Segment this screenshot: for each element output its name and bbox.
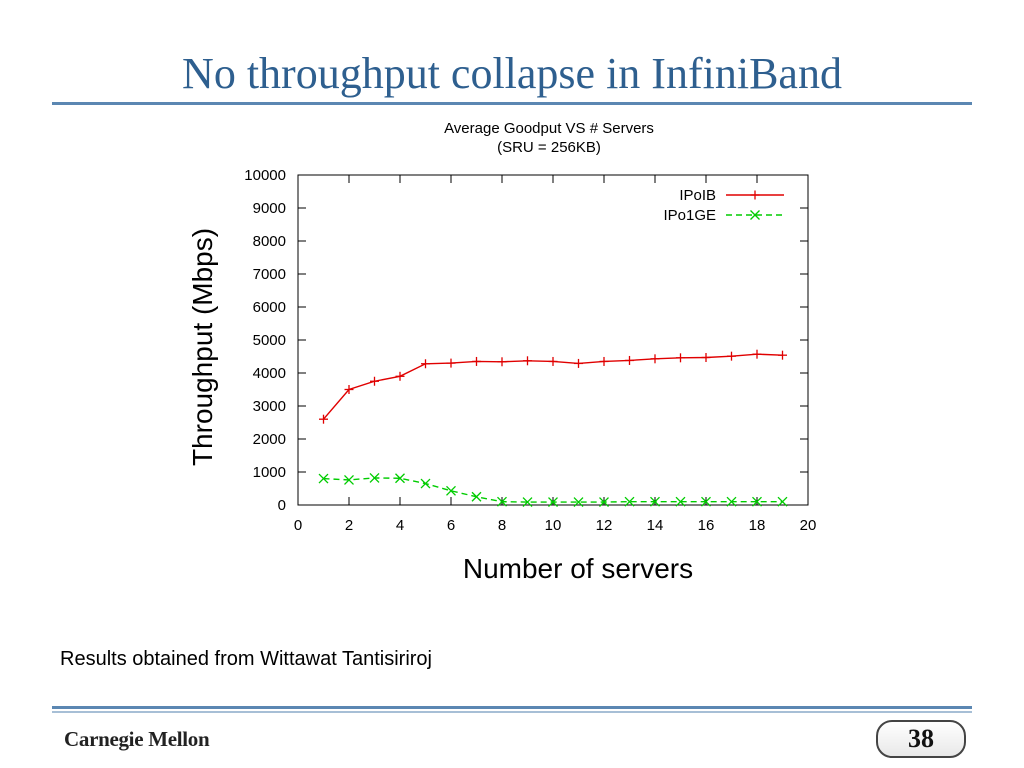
data-point-ipo1ge [395,473,405,484]
x-tick-label: 6 [447,517,455,534]
y-tick-label: 2000 [253,431,286,448]
data-point-ipoib [778,350,787,360]
throughput-chart: Average Goodput VS # Servers (SRU = 256K… [187,120,817,584]
x-tick-label: 12 [596,517,613,534]
data-point-ipoib [650,354,660,364]
x-tick-label: 10 [545,517,562,534]
data-point-ipoib [752,349,762,359]
data-point-ipoib [548,356,558,366]
data-point-ipoib [727,351,736,361]
data-point-ipo1ge [548,497,558,507]
x-tick-label: 14 [647,517,664,534]
chart-subtitle: (SRU = 256KB) [497,139,601,156]
data-point-ipoib [625,355,634,365]
footer-divider [52,706,972,709]
data-point-ipo1ge [701,496,711,507]
y-tick-label: 4000 [253,365,286,382]
marker-stroke [369,472,380,483]
y-tick-label: 3000 [253,398,286,415]
data-point-ipo1ge [497,496,507,507]
data-point-ipo1ge [777,496,788,507]
data-point-ipo1ge [752,496,762,507]
marker-stroke [650,496,660,507]
data-point-ipo1ge [369,472,380,483]
legend-label-ipo1ge: IPo1GE [663,207,716,224]
legend-marker-ipoib [750,190,760,200]
data-point-ipoib [319,414,328,424]
data-point-ipoib [472,356,481,366]
data-point-ipo1ge [344,474,354,485]
results-caption: Results obtained from Wittawat Tantisiri… [60,648,432,670]
x-tick-label: 16 [698,517,715,534]
data-point-ipoib [395,371,405,381]
x-tick-label: 8 [498,517,506,534]
x-tick-label: 4 [396,517,404,534]
y-tick-label: 7000 [253,266,286,283]
slide-title: No throughput collapse in InfiniBand [182,49,842,98]
data-point-ipoib [676,353,685,363]
marker-stroke [344,474,354,485]
data-point-ipoib [421,359,430,369]
data-point-ipoib [599,356,609,366]
chart-title: Average Goodput VS # Servers [444,120,654,137]
plot-frame [297,174,809,506]
marker-stroke [701,496,711,507]
y-tick-label: 0 [278,497,286,514]
data-point-ipoib [574,358,583,368]
marker-stroke [420,478,431,489]
data-point-ipo1ge [446,485,456,496]
marker-stroke [752,496,762,507]
data-point-ipo1ge [599,497,609,507]
x-tick-label: 0 [294,517,302,534]
data-point-ipo1ge [624,496,635,507]
data-point-ipoib [701,352,711,362]
marker-stroke [726,496,737,507]
y-tick-label: 8000 [253,233,286,250]
marker-stroke [750,210,760,220]
marker-stroke [497,496,507,507]
marker-stroke [522,497,533,507]
y-tick-label: 6000 [253,299,286,316]
data-point-ipo1ge [573,497,584,507]
marker-stroke [471,491,482,502]
data-point-ipoib [497,357,507,367]
marker-stroke [548,497,558,507]
data-point-ipo1ge [522,497,533,507]
y-tick-label: 10000 [244,167,286,184]
marker-stroke [599,497,609,507]
data-point-ipo1ge [675,496,686,507]
y-axis-label: Throughput (Mbps) [187,228,218,466]
marker-stroke [395,473,405,484]
marker-stroke [777,496,788,507]
y-tick-label: 1000 [253,464,286,481]
page-number-badge: 38 [876,720,966,758]
x-axis-label: Number of servers [463,553,693,584]
marker-stroke [573,497,584,507]
data-point-ipoib [446,358,456,368]
marker-stroke [446,485,456,496]
marker-stroke [675,496,686,507]
data-point-ipoib [523,356,532,366]
data-point-ipoib [370,376,379,386]
footer-divider-secondary [52,711,972,713]
x-tick-label: 18 [749,517,766,534]
data-point-ipoib [344,385,354,394]
data-point-ipo1ge [650,496,660,507]
data-point-ipo1ge [471,491,482,502]
data-point-ipo1ge [420,478,431,489]
x-tick-label: 2 [345,517,353,534]
marker-stroke [318,473,329,484]
data-point-ipo1ge [726,496,737,507]
x-tick-label: 20 [800,517,817,534]
data-point-ipo1ge [318,473,329,484]
legend-label-ipoib: IPoIB [679,187,716,204]
y-tick-label: 5000 [253,332,286,349]
legend-marker-ipo1ge [750,210,760,220]
title-divider [52,102,972,105]
footer-brand-logo: Carnegie Mellon [64,727,210,751]
y-tick-label: 9000 [253,200,286,217]
marker-stroke [624,496,635,507]
